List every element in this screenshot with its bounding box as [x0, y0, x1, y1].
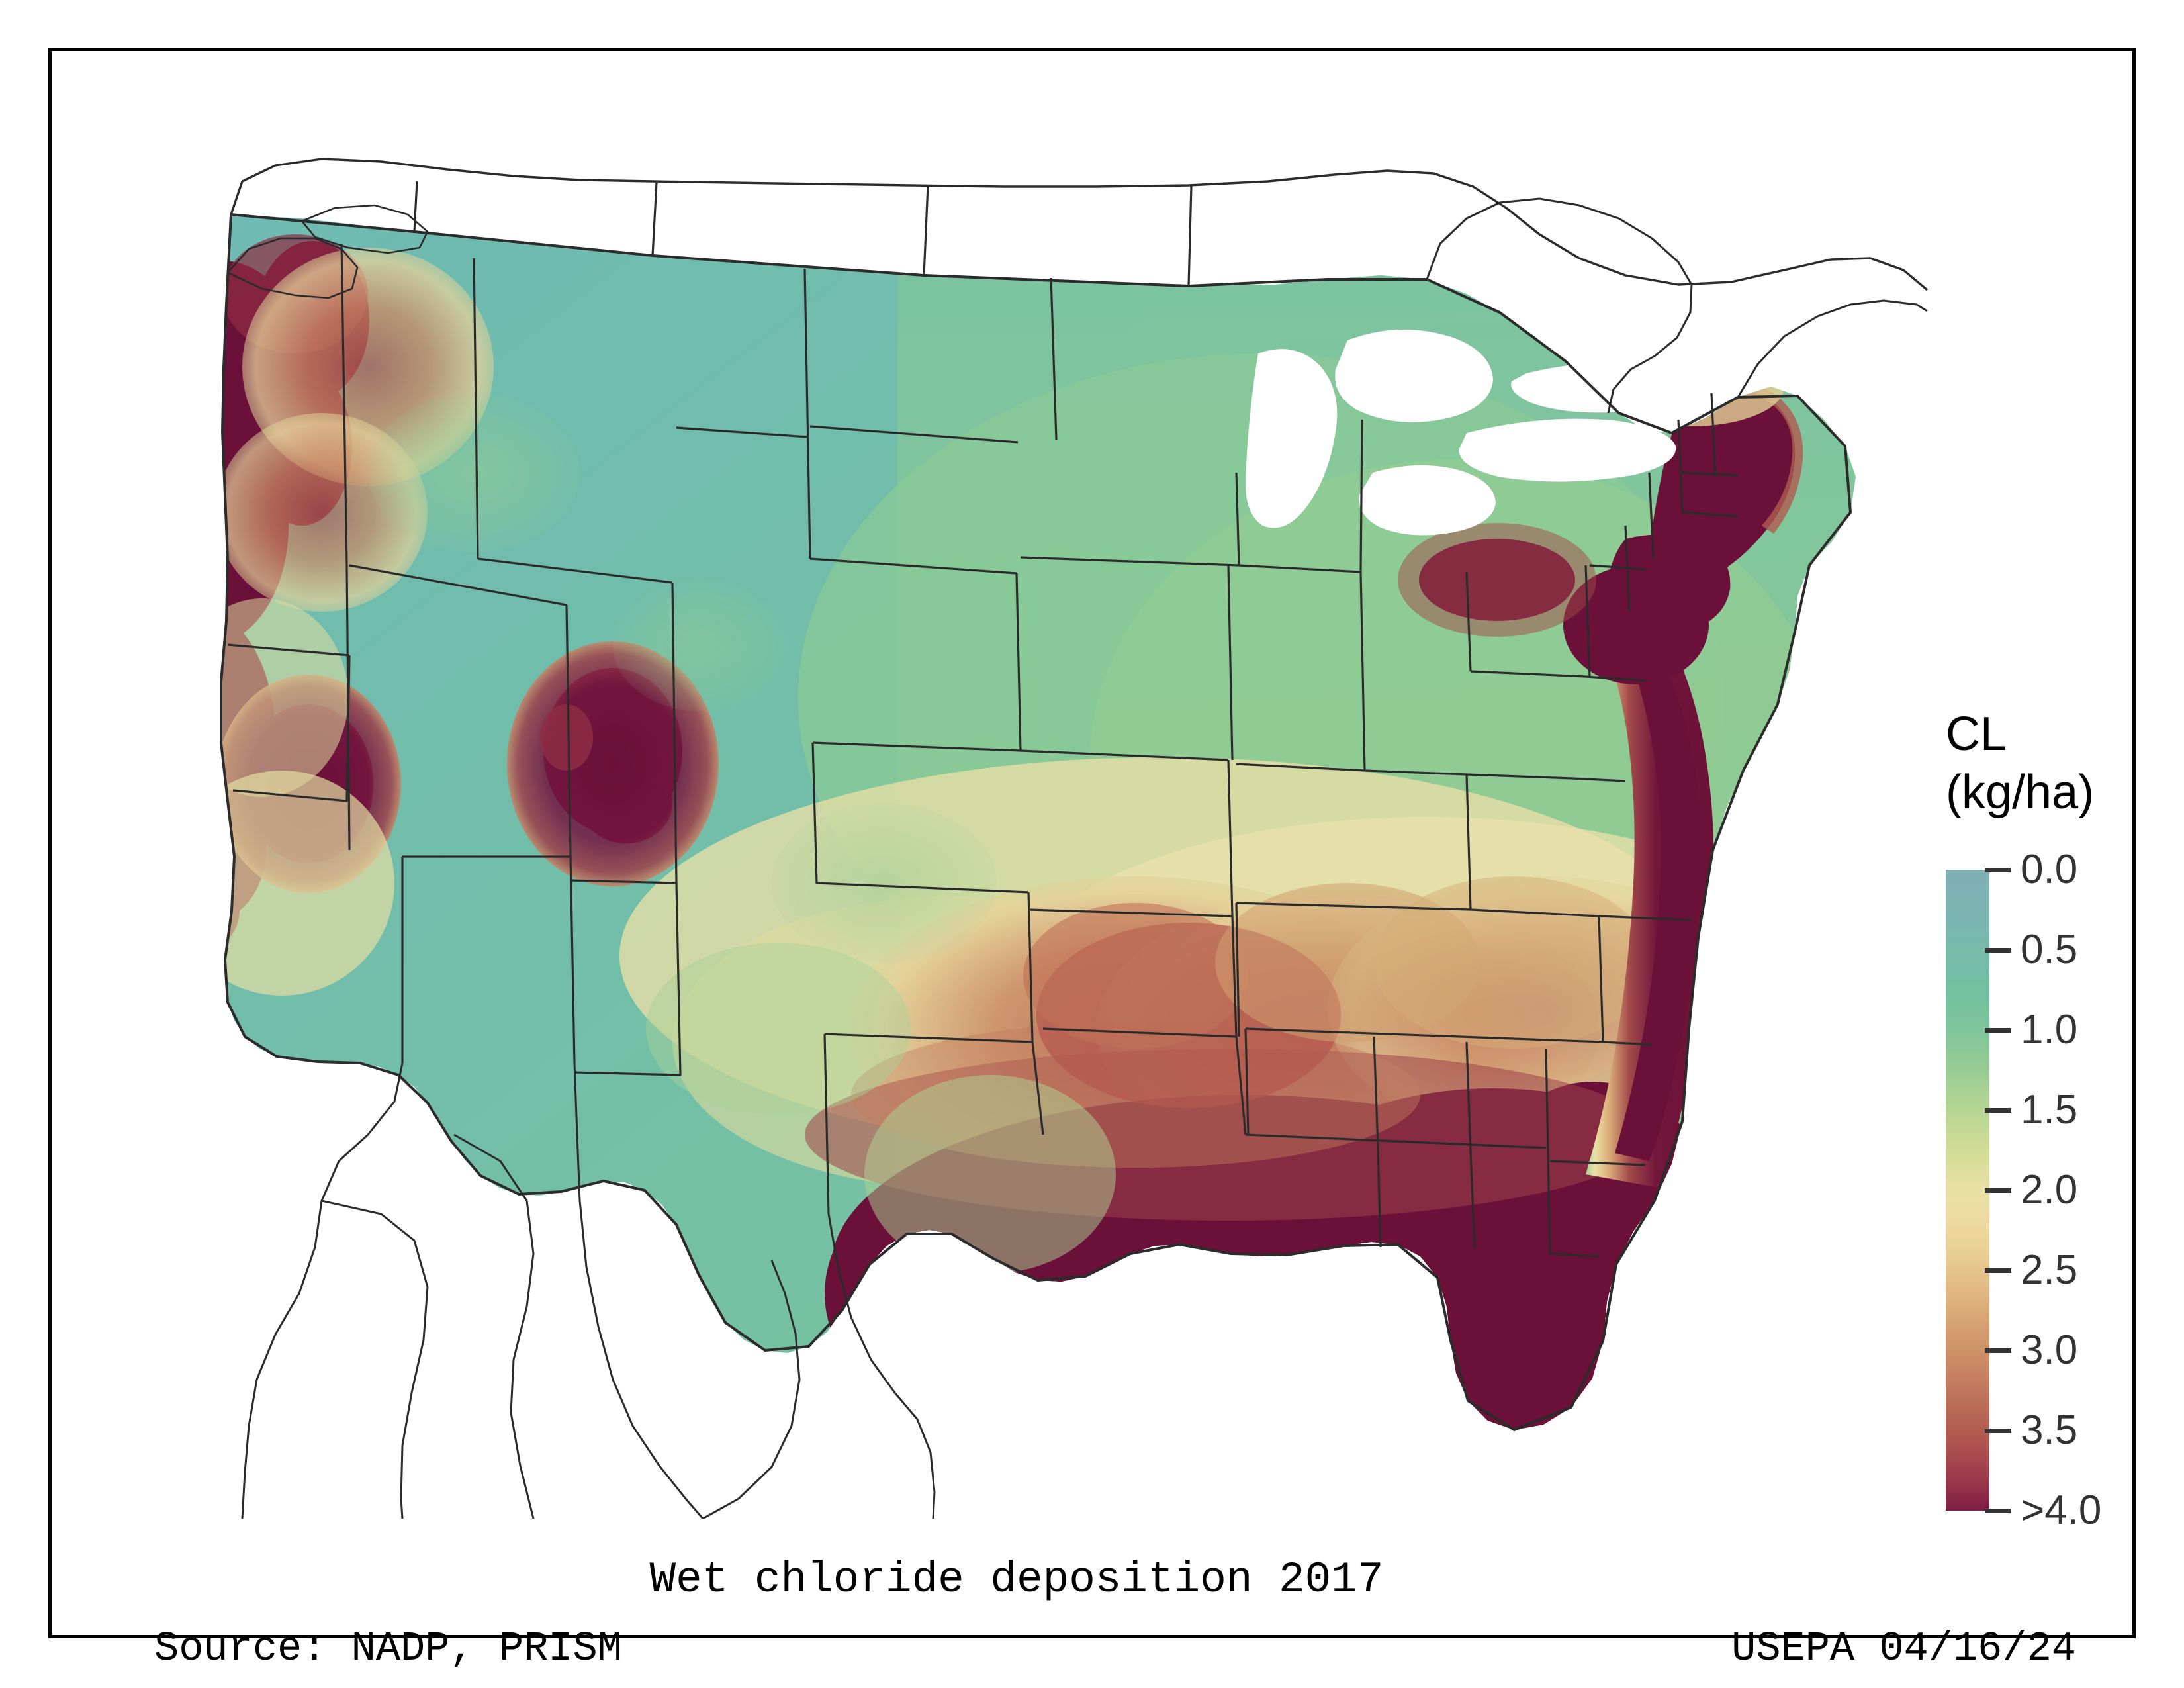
colorbar-gradient	[1946, 870, 1989, 1511]
figure-frame: CL (kg/ha) 0.0 0.5 1.0 1.5 2.0 2.5 3.0 3.5 >4.0 …	[48, 48, 2136, 1672]
colorbar-tick-7	[1985, 1429, 2011, 1433]
colorbar-tick-label-2: 1.0	[2021, 1007, 2078, 1053]
colorbar-tick-label-8: >4.0	[2021, 1487, 2102, 1533]
map-panel	[103, 102, 1930, 1519]
agency-date: USEPA 04/16/24	[1731, 1625, 2076, 1672]
colorbar-tick-label-4: 2.0	[2021, 1167, 2078, 1213]
colorbar-tick-label-5: 2.5	[2021, 1247, 2078, 1293]
colorbar-tick-5	[1985, 1268, 2011, 1273]
colorbar-tick-label-3: 1.5	[2021, 1087, 2078, 1133]
colorbar-tick-label-7: 3.5	[2021, 1407, 2078, 1453]
deposition-map	[103, 102, 1930, 1519]
source-note: Source: NADP, PRISM	[154, 1625, 622, 1672]
colorbar-tick-3	[1985, 1108, 2011, 1113]
colorbar-tick-0	[1985, 868, 2011, 872]
colorbar-tick-6	[1985, 1348, 2011, 1353]
state-boundaries	[220, 158, 1929, 1519]
colorbar-tick-4	[1985, 1188, 2011, 1193]
colorbar-tick-1	[1985, 948, 2011, 953]
colorbar-tick-8	[1985, 1509, 2011, 1513]
figure-title: Wet chloride deposition 2017	[649, 1555, 1384, 1605]
colorbar-tick-label-1: 0.5	[2021, 927, 2078, 972]
great-lakes	[1245, 329, 1690, 536]
colorbar-tick-label-0: 0.0	[2021, 847, 2078, 892]
colorbar-tick-2	[1985, 1028, 2011, 1033]
legend-title-units: (kg/ha)	[1946, 766, 2095, 819]
legend-title-variable: CL	[1946, 708, 2007, 761]
raster-layer	[220, 214, 1856, 1430]
colorbar-legend: CL (kg/ha) 0.0 0.5 1.0 1.5 2.0 2.5 3.0 3.5 >4.0	[1941, 706, 2184, 1540]
colorbar-tick-label-6: 3.0	[2021, 1327, 2078, 1373]
colorbar	[1946, 870, 1989, 1511]
